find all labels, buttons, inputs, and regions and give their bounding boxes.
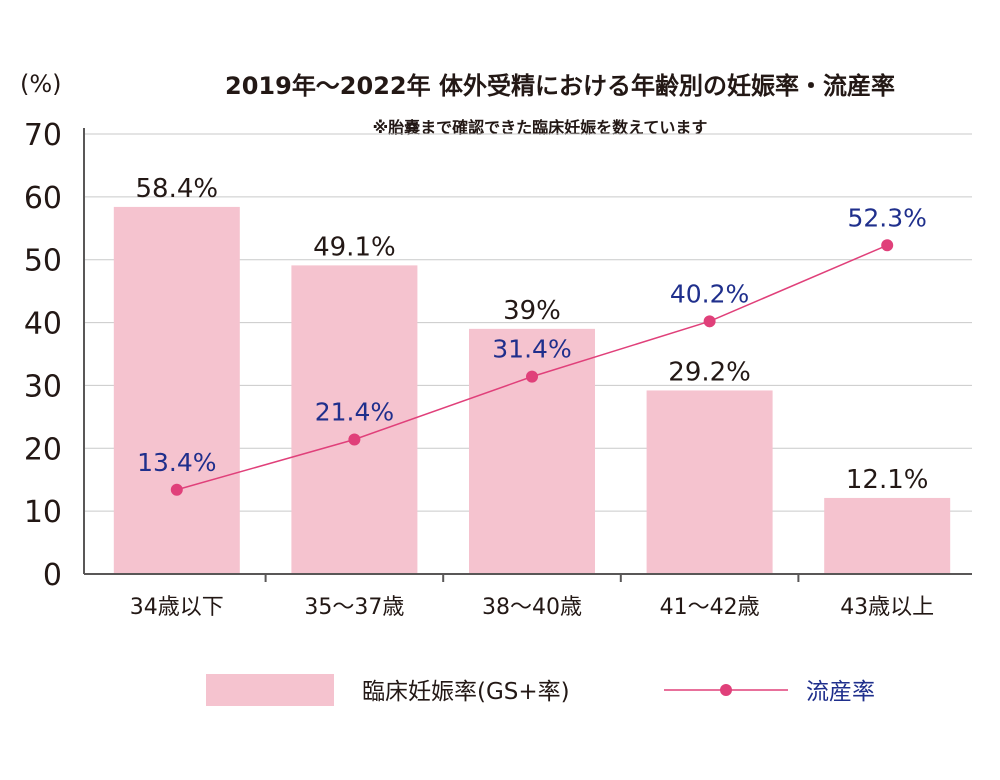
bar-data-label: 39% [503, 296, 561, 326]
line-data-label: 40.2% [670, 279, 749, 308]
line-data-label: 13.4% [137, 448, 216, 477]
chart-title: 2019年〜2022年 体外受精における年齢別の妊娠率・流産率 [225, 72, 895, 100]
line-point [703, 315, 716, 328]
line-data-label: 52.3% [847, 203, 926, 232]
x-tick-label: 34歳以下 [130, 595, 224, 620]
legend-swatch-bar [206, 674, 334, 706]
bar [824, 497, 951, 574]
bar-data-label: 49.1% [313, 232, 396, 262]
line-point [348, 433, 361, 446]
bar-data-label: 29.2% [668, 357, 751, 387]
y-axis-unit-label: (%) [20, 70, 62, 98]
line-series [170, 239, 894, 496]
line-point [526, 370, 538, 383]
y-tick-label: 40 [24, 307, 62, 342]
bar [646, 390, 773, 574]
y-tick-label: 70 [24, 118, 62, 153]
bar [469, 328, 595, 574]
bar [291, 265, 418, 574]
bar-data-label: 12.1% [846, 465, 929, 495]
line-data-label: 21.4% [315, 397, 394, 426]
line-data-label: 31.4% [492, 335, 571, 364]
legend-marker [720, 684, 732, 696]
x-tick-label: 43歳以上 [840, 595, 934, 620]
y-tick-label: 30 [24, 369, 62, 404]
legend: 臨床妊娠率(GS+率) 流産率 [206, 674, 875, 706]
axes: 0 10 20 30 40 50 60 70 34歳以下 35〜37歳 38〜40歳 41〜42歳 43… [24, 118, 972, 620]
x-tick-label: 41〜42歳 [660, 595, 760, 620]
legend-label-bar: 臨床妊娠率(GS+率) [362, 679, 570, 705]
data-labels: 58.4% 49.1% 39% 29.2% 12.1% 13.4% 21.4% 31.4% 40… [135, 174, 928, 495]
x-tick-label: 35〜37歳 [304, 595, 404, 620]
legend-label-line: 流産率 [806, 679, 875, 705]
chart-subtitle: ※胎嚢まで確認できた臨床妊娠を数えています [373, 118, 708, 137]
bar [113, 206, 240, 574]
y-tick-label: 20 [24, 432, 62, 467]
line-point [170, 483, 183, 496]
bar-series [113, 206, 951, 574]
y-tick-label: 0 [43, 558, 62, 593]
y-tick-label: 50 [24, 244, 62, 279]
y-tick-label: 10 [24, 495, 62, 530]
line-point [881, 239, 894, 252]
bar-data-label: 58.4% [135, 174, 218, 204]
x-tick-label: 38〜40歳 [482, 595, 582, 620]
y-tick-label: 60 [24, 181, 62, 216]
